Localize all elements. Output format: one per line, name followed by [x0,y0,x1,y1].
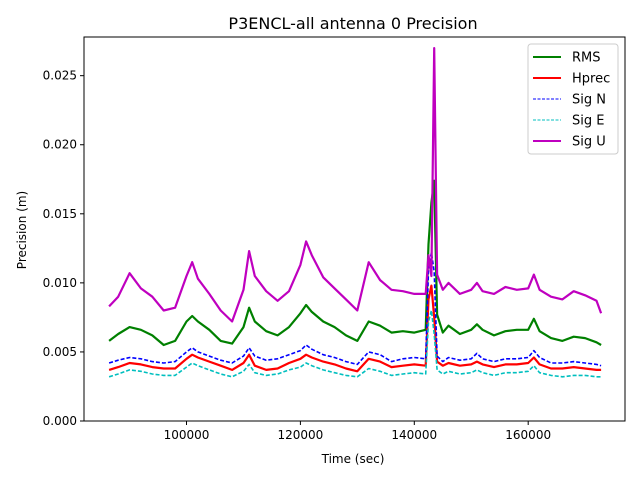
x-tick-label: 160000 [505,428,551,442]
series-line-sig-e [108,309,602,378]
y-tick-label: 0.020 [43,138,77,152]
x-axis: 100000 120000 140000 160000 [164,421,551,442]
y-tick-label: 0.025 [43,69,77,83]
legend-label: Sig E [572,114,604,129]
legend-label: Sig N [572,93,606,108]
x-tick-label: 100000 [164,428,210,442]
series-layer [108,46,603,378]
legend-label: RMS [572,51,601,66]
x-tick-label: 140000 [391,428,437,442]
legend-box [527,43,619,155]
legend: RMS Hprec Sig N Sig E Sig U [527,43,619,155]
series-line-rms [108,179,602,347]
x-axis-label: Time (sec) [321,452,385,466]
y-axis-label: Precision (m) [15,191,29,269]
legend-label: Sig U [572,135,606,150]
x-tick-label: 120000 [277,428,323,442]
y-tick-label: 0.005 [43,345,77,359]
series-line-hprec [108,284,602,373]
series-line-sig-u [108,46,603,323]
series-line-sig-n [108,251,602,367]
y-tick-label: 0.015 [43,207,77,221]
legend-label: Hprec [572,72,610,87]
y-tick-label: 0.010 [43,276,77,290]
y-axis: 0.000 0.005 0.010 0.015 0.020 0.025 [43,69,84,428]
plot-frame [83,36,626,422]
chart-title: P3ENCL-all antenna 0 Precision [228,14,477,33]
y-tick-label: 0.000 [43,414,77,428]
